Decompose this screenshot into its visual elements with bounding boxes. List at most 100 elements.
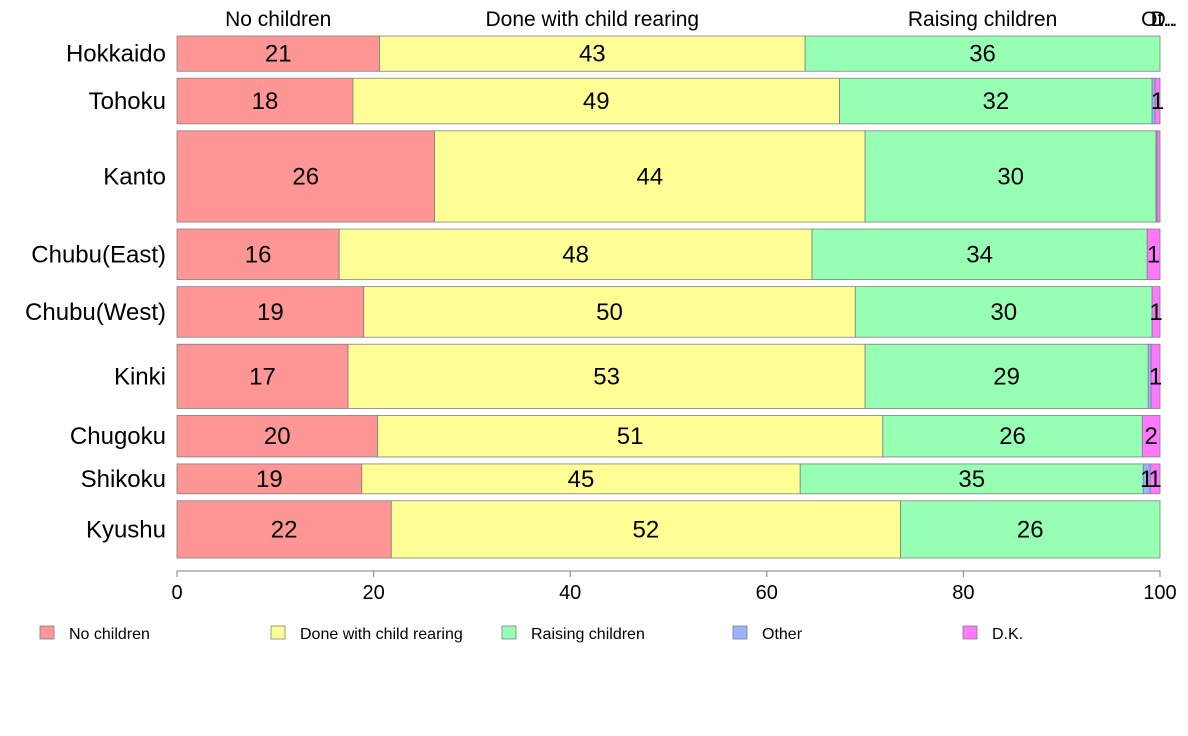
legend-item-done-with-child-rearing: Done with child rearing	[270, 625, 463, 643]
legend-label: D.K.	[992, 626, 1023, 643]
bar-segment-kinki-raising-children	[864, 343, 1149, 409]
data-label-chubu-west-no-children: 19	[257, 299, 284, 326]
data-label-shikoku-raising-children: 35	[958, 466, 985, 493]
bar-segment-chugoku-raising-children	[882, 415, 1143, 458]
bar-row-chubu-east: 16 48 34 1	[176, 228, 1161, 281]
data-label-tohoku-no-children: 18	[252, 88, 279, 115]
bar-row-hokkaido: 21 43 36	[176, 35, 1161, 72]
data-label-shikoku-done-with-child-rearing: 45	[568, 466, 595, 493]
bar-row-kinki: 17 53 29 1	[176, 343, 1162, 409]
data-label-chugoku-no-children: 20	[264, 423, 291, 450]
bar-row-kanto: 26 44 30	[176, 130, 1161, 223]
bar-segment-chubu-west-d-k	[1151, 286, 1161, 338]
data-label-chugoku-done-with-child-rearing: 51	[617, 423, 644, 450]
legend-swatch	[270, 625, 286, 640]
legend-label: Other	[762, 626, 803, 643]
legend-item-d-k: D.K.	[962, 625, 1023, 643]
data-label-chubu-east-done-with-child-rearing: 48	[562, 241, 589, 268]
legend-label: No children	[69, 626, 150, 643]
data-label-kinki-raising-children: 29	[993, 363, 1020, 390]
category-label-chubu-east: Chubu(East)	[31, 241, 166, 268]
bar-row-chugoku: 20 51 26 2	[176, 415, 1161, 458]
legend-swatch	[732, 625, 748, 640]
data-label-chubu-west-raising-children: 30	[990, 299, 1017, 326]
x-tick-label-100: 100	[1143, 582, 1176, 604]
x-tick-label-80: 80	[952, 582, 974, 604]
top-label-raising-children: Raising children	[908, 8, 1057, 31]
data-label-hokkaido-raising-children: 36	[969, 41, 996, 68]
data-label-kinki-done-with-child-rearing: 53	[593, 363, 620, 390]
category-label-kinki: Kinki	[114, 363, 166, 390]
x-tick-label-40: 40	[559, 582, 581, 604]
legend-swatch	[501, 625, 517, 640]
data-label-kinki-no-children: 17	[249, 363, 276, 390]
legend-item-raising-children: Raising children	[501, 625, 645, 643]
bar-segment-kinki-no-children	[176, 343, 349, 409]
bar-row-shikoku: 19 45 35 11	[176, 463, 1162, 495]
data-label-chubu-east-d-k: 1	[1147, 241, 1160, 268]
bar-segment-shikoku-done-with-child-rearing	[361, 463, 801, 495]
bar-segment-tohoku-d-k	[1154, 77, 1161, 125]
bar-segment-kanto-no-children	[176, 130, 435, 223]
legend-swatch	[39, 625, 55, 640]
legend-label: Raising children	[531, 626, 645, 643]
data-label-chubu-west-d-k: 1	[1149, 299, 1162, 326]
data-label-kanto-no-children: 26	[292, 163, 319, 190]
bar-segment-shikoku-raising-children	[799, 463, 1144, 495]
data-label-tohoku-raising-children: 32	[982, 88, 1009, 115]
legend-item-other: Other	[732, 625, 803, 643]
bar-segment-chubu-east-raising-children	[811, 228, 1148, 281]
bar-segment-chubu-east-done-with-child-rearing	[338, 228, 813, 281]
data-label-chubu-east-no-children: 16	[245, 241, 272, 268]
top-label-d-k: D..	[1151, 8, 1178, 31]
bar-row-kyushu: 22 52 26	[176, 500, 1161, 559]
data-label-kinki-d-k: 1	[1149, 363, 1162, 390]
bar-segment-chugoku-no-children	[176, 415, 378, 458]
bar-segment-chubu-east-d-k	[1146, 228, 1161, 281]
top-label-done-with-child-rearing: Done with child rearing	[486, 8, 700, 31]
data-label-tohoku-done-with-child-rearing: 49	[583, 88, 610, 115]
bar-segment-kinki-done-with-child-rearing	[347, 343, 866, 409]
legend-item-no-children: No children	[39, 625, 150, 643]
category-labels: Hokkaido Tohoku Kanto Chubu(East) Chubu(West…	[25, 41, 166, 544]
bar-row-tohoku: 18 49 32 1	[176, 77, 1164, 125]
x-axis: 0 20 40 60 80 100	[171, 570, 1177, 604]
bar-segment-hokkaido-raising-children	[804, 35, 1161, 72]
data-label-kyushu-raising-children: 26	[1017, 516, 1044, 543]
data-label-kanto-done-with-child-rearing: 44	[636, 163, 663, 190]
category-label-tohoku: Tohoku	[89, 88, 166, 115]
data-label-shikoku-d-k: 1	[1148, 466, 1161, 493]
x-tick-label-60: 60	[756, 582, 778, 604]
bar-segment-tohoku-done-with-child-rearing	[352, 77, 840, 125]
bar-segment-chubu-west-done-with-child-rearing	[363, 286, 856, 338]
x-tick-label-0: 0	[171, 582, 182, 604]
data-label-kanto-raising-children: 30	[997, 163, 1024, 190]
category-label-kyushu: Kyushu	[86, 516, 166, 543]
bar-segment-kanto-d-k	[1156, 130, 1161, 223]
bar-segment-kyushu-done-with-child-rearing	[390, 500, 901, 559]
x-tick-label-20: 20	[362, 582, 384, 604]
category-label-kanto: Kanto	[103, 163, 166, 190]
data-label-kyushu-done-with-child-rearing: 52	[633, 516, 660, 543]
bar-segment-tohoku-raising-children	[839, 77, 1153, 125]
data-label-chubu-east-raising-children: 34	[966, 241, 993, 268]
category-label-chubu-west: Chubu(West)	[25, 299, 166, 326]
data-label-tohoku-d-k: 1	[1151, 88, 1164, 115]
bar-segment-kinki-d-k	[1150, 343, 1161, 409]
data-label-kyushu-no-children: 22	[271, 516, 298, 543]
bar-segment-chubu-west-no-children	[176, 286, 365, 338]
legend-swatch	[962, 625, 978, 640]
bar-segment-shikoku-no-children	[176, 463, 363, 495]
data-label-hokkaido-done-with-child-rearing: 43	[579, 41, 606, 68]
bar-segment-kyushu-raising-children	[900, 500, 1161, 559]
legend-label: Done with child rearing	[300, 626, 463, 643]
data-label-chubu-west-done-with-child-rearing: 50	[596, 299, 623, 326]
series-top-labels: No children Done with child rearing Raisin…	[225, 8, 1177, 31]
bar-row-chubu-west: 19 50 30 1	[176, 286, 1163, 338]
top-label-other: Ot..	[1141, 8, 1175, 31]
bar-segment-kanto-raising-children	[864, 130, 1157, 223]
data-label-hokkaido-no-children: 21	[265, 41, 292, 68]
data-label-chugoku-raising-children: 26	[999, 423, 1026, 450]
